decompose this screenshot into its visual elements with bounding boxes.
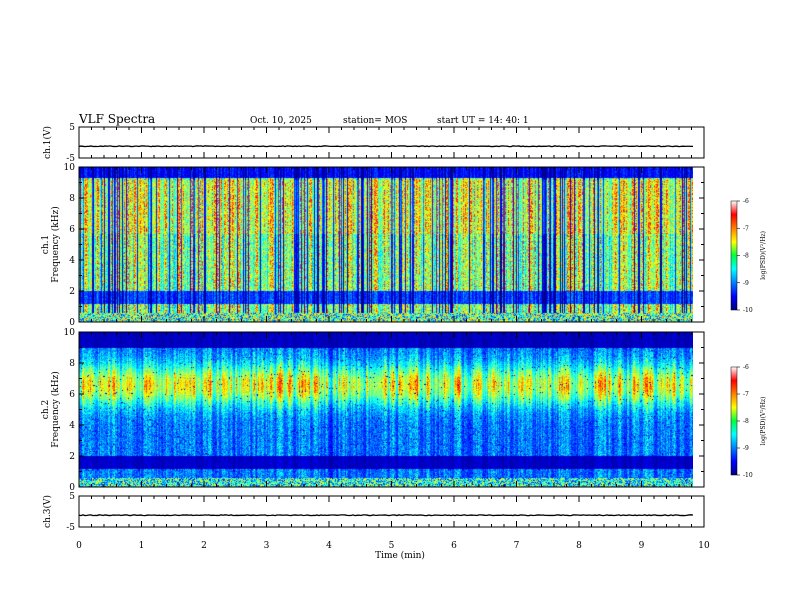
x-tick-label: 6 bbox=[451, 541, 457, 551]
y-tick-label: 10 bbox=[64, 163, 76, 173]
colorbar-tick-label: -8 bbox=[743, 253, 749, 260]
ch2-spectrogram-channel-label: ch.2 bbox=[41, 400, 51, 419]
y-tick-label: 0 bbox=[69, 483, 75, 493]
ch2-colorbar-scale bbox=[730, 366, 738, 476]
time-axis-label: Time (min) bbox=[375, 550, 425, 561]
colorbar-tick-label: -10 bbox=[743, 307, 753, 314]
x-tick-label: 5 bbox=[389, 541, 395, 551]
y-tick-label: 4 bbox=[69, 421, 75, 431]
ch3-voltage-ylabel: ch.3(V) bbox=[42, 495, 53, 528]
x-tick-label: 2 bbox=[201, 541, 207, 551]
y-tick-label: 5 bbox=[69, 492, 75, 502]
x-tick-label: 3 bbox=[264, 541, 270, 551]
start-ut-label: start UT = 14: 40: 1 bbox=[437, 116, 529, 126]
time-axis: 0 1 2 3 4 5 6 7 8 9 10 bbox=[76, 541, 710, 551]
y-tick-label: 6 bbox=[69, 390, 75, 400]
ch2-spectrogram-panel: 0 2 4 6 8 10 ch.2 Frequency (kHz) bbox=[41, 328, 705, 493]
colorbar-tick-label: -7 bbox=[743, 225, 749, 232]
x-tick-label: 0 bbox=[76, 541, 82, 551]
y-tick-label: 8 bbox=[69, 359, 75, 369]
y-tick-label: 6 bbox=[69, 225, 75, 235]
x-tick-label: 8 bbox=[576, 541, 582, 551]
colorbar-label: log(PSD)(V²/Hz) bbox=[760, 397, 767, 446]
date-label: Oct. 10, 2025 bbox=[250, 116, 312, 126]
ch1-voltage-trace bbox=[78, 145, 694, 148]
x-tick-label: 7 bbox=[514, 541, 520, 551]
ch3-voltage-trace bbox=[78, 514, 694, 517]
y-tick-label: 10 bbox=[64, 328, 76, 338]
ch2-spectrogram-ylabel: Frequency (kHz) bbox=[50, 371, 61, 448]
y-tick-label: 2 bbox=[69, 287, 75, 297]
colorbar-tick-label: -8 bbox=[743, 418, 749, 425]
y-tick-label: 0 bbox=[69, 318, 75, 328]
x-tick-label: 10 bbox=[698, 541, 710, 551]
ch1-voltage-ylabel: ch.1(V) bbox=[42, 126, 53, 159]
colorbar-tick-label: -6 bbox=[743, 198, 749, 205]
y-tick-label: 8 bbox=[69, 194, 75, 204]
colorbar-tick-label: -9 bbox=[743, 280, 749, 287]
colorbar-tick-label: -9 bbox=[743, 445, 749, 452]
x-tick-label: 4 bbox=[326, 541, 332, 551]
ch1-spectrogram-ylabel: Frequency (kHz) bbox=[50, 206, 61, 283]
ch1-spectrogram-channel-label: ch.1 bbox=[41, 235, 51, 254]
colorbar-tick-label: -10 bbox=[743, 472, 753, 479]
ch2-colorbar: -6 -7 -8 -9 -10 log(PSD)(V²/Hz) bbox=[730, 364, 767, 479]
x-tick-label: 9 bbox=[639, 541, 645, 551]
y-tick-label: -5 bbox=[66, 154, 75, 164]
ch1-colorbar: -6 -7 -8 -9 -10 log(PSD)(V²/Hz) bbox=[730, 198, 767, 314]
ch1-voltage-panel: 5 -5 ch.1(V) bbox=[42, 123, 705, 164]
y-tick-label: 2 bbox=[69, 452, 75, 462]
ch1-spectrogram-image bbox=[79, 167, 693, 322]
y-tick-label: -5 bbox=[66, 523, 75, 533]
colorbar-label: log(PSD)(V²/Hz) bbox=[760, 231, 767, 280]
figure-title: VLF Spectra bbox=[78, 112, 155, 126]
ch1-spectrogram-panel: 0 2 4 6 8 10 ch.1 Frequency (kHz) bbox=[41, 163, 705, 328]
ch2-spectrogram-image bbox=[79, 332, 693, 487]
y-tick-label: 4 bbox=[69, 256, 75, 266]
x-tick-label: 1 bbox=[139, 541, 145, 551]
ch3-voltage-panel: 5 -5 ch.3(V) bbox=[42, 492, 705, 533]
colorbar-tick-label: -7 bbox=[743, 391, 749, 398]
ch1-colorbar-scale bbox=[730, 200, 738, 311]
station-label: station= MOS bbox=[343, 116, 407, 126]
y-tick-label: 5 bbox=[69, 123, 75, 133]
colorbar-tick-label: -6 bbox=[743, 364, 749, 371]
